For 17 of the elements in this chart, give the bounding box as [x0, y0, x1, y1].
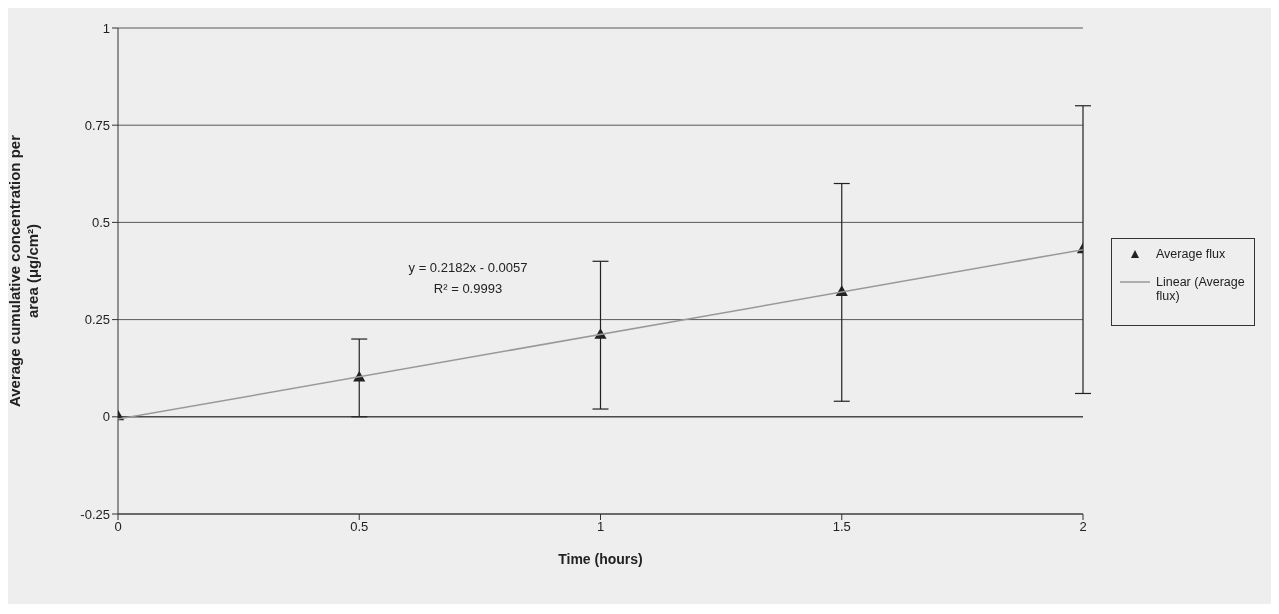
y-tick-label: 0.5 [91, 215, 110, 231]
x-tick-label: 1.5 [832, 519, 851, 535]
legend-label: Linear (Average flux) [1156, 275, 1246, 303]
y-tick-label: 0.75 [84, 117, 110, 133]
y-axis-title: Average cumulative concentration per area (μg/cm²) [6, 134, 41, 408]
y-tick-label: -0.25 [80, 506, 110, 522]
x-tick-label: 0 [114, 519, 122, 535]
y-tick-label: 0 [102, 409, 110, 425]
annotation: R² = 0.9993 [432, 281, 504, 296]
x-axis-title: Time (hours) [558, 551, 643, 567]
y-tick-label: 0.25 [84, 312, 110, 328]
legend-label: Average flux [1156, 247, 1226, 261]
x-tick-label: 0.5 [350, 519, 369, 535]
x-tick-label: 1 [596, 519, 605, 535]
y-tick-label: 1 [102, 20, 110, 36]
annotation: y = 0.2182x - 0.0057 [407, 260, 529, 275]
x-tick-label: 2 [1079, 519, 1087, 535]
